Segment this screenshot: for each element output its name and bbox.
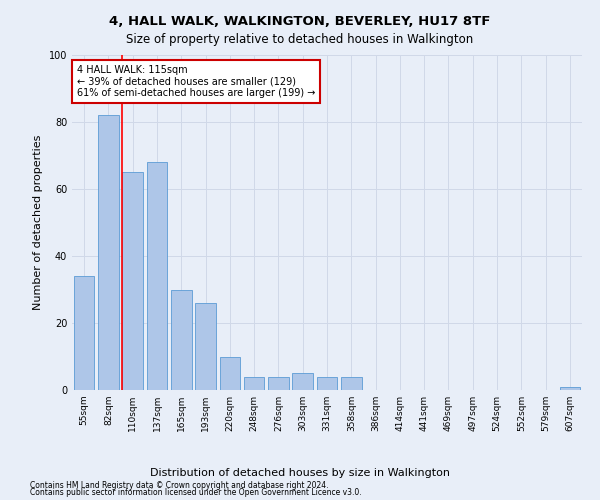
Bar [244, 376, 265, 390]
Bar [146, 162, 167, 390]
Bar [341, 376, 362, 390]
Text: Contains HM Land Registry data © Crown copyright and database right 2024.: Contains HM Land Registry data © Crown c… [30, 480, 329, 490]
Bar [292, 373, 313, 390]
Bar [171, 290, 191, 390]
Bar [220, 356, 240, 390]
Bar [74, 276, 94, 390]
Text: Contains public sector information licensed under the Open Government Licence v3: Contains public sector information licen… [30, 488, 362, 497]
Bar [268, 376, 289, 390]
Bar [195, 303, 216, 390]
Bar [98, 116, 119, 390]
Text: 4, HALL WALK, WALKINGTON, BEVERLEY, HU17 8TF: 4, HALL WALK, WALKINGTON, BEVERLEY, HU17… [109, 15, 491, 28]
Text: Size of property relative to detached houses in Walkington: Size of property relative to detached ho… [127, 32, 473, 46]
Text: 4 HALL WALK: 115sqm
← 39% of detached houses are smaller (129)
61% of semi-detac: 4 HALL WALK: 115sqm ← 39% of detached ho… [77, 65, 316, 98]
Bar [122, 172, 143, 390]
Text: Distribution of detached houses by size in Walkington: Distribution of detached houses by size … [150, 468, 450, 477]
Bar [560, 386, 580, 390]
Bar [317, 376, 337, 390]
Y-axis label: Number of detached properties: Number of detached properties [33, 135, 43, 310]
